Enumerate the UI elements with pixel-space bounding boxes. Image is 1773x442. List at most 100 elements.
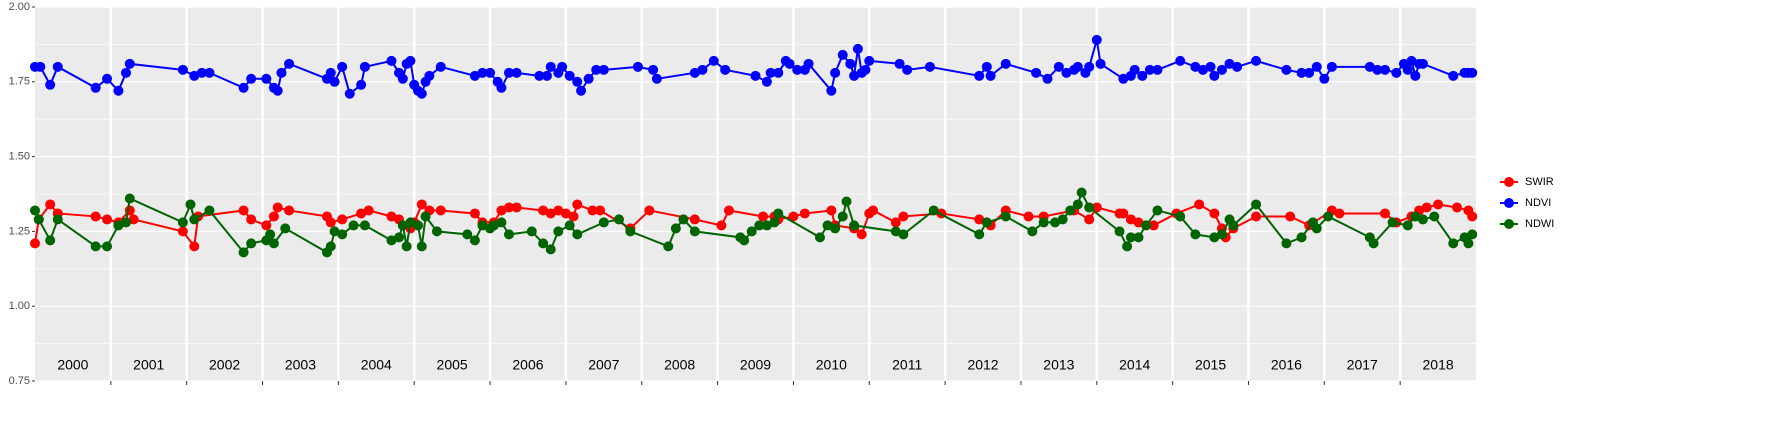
point [511,67,522,78]
point [648,64,659,75]
point [261,220,272,231]
point [773,67,784,78]
year-label: 2005 [437,357,468,373]
point [1076,187,1087,198]
point [238,82,249,93]
point [678,214,689,225]
point [595,205,606,216]
point [826,205,837,216]
point [1410,70,1421,81]
point [981,61,992,72]
point [177,217,188,228]
series [30,199,1478,252]
point [1072,199,1083,210]
point [1190,229,1201,240]
point [504,229,515,240]
point [868,205,879,216]
point [1224,58,1235,69]
point [845,58,856,69]
year-label: 2008 [664,357,695,373]
year-label: 2014 [1119,357,1150,373]
point [534,70,545,81]
year-label: 2003 [285,357,316,373]
point [1141,220,1152,231]
year-label: 2012 [967,357,998,373]
point [1379,208,1390,219]
point [344,88,355,99]
point [613,214,624,225]
point [416,88,427,99]
point [898,211,909,222]
point [1251,55,1262,66]
legend-label: SWIR [1525,176,1554,188]
legend-label: NDVI [1525,197,1551,209]
point [113,220,124,231]
point [185,199,196,210]
point [1387,217,1398,228]
point [1311,223,1322,234]
point [1072,61,1083,72]
point [708,55,719,66]
point [469,235,480,246]
point [814,232,825,243]
point [572,199,583,210]
point [189,241,200,252]
point [325,67,336,78]
point [1334,208,1345,219]
point [397,220,408,231]
point [356,79,367,90]
point [1091,34,1102,45]
year-label: 2009 [740,357,771,373]
point [1429,211,1440,222]
point [758,211,769,222]
point [625,226,636,237]
point [792,64,803,75]
point [1209,208,1220,219]
point [337,229,348,240]
point [1031,67,1042,78]
point [822,220,833,231]
point [1410,211,1421,222]
point [716,220,727,231]
point [1391,67,1402,78]
point [121,67,132,78]
point [504,202,515,213]
point [359,61,370,72]
point [545,61,556,72]
point [564,70,575,81]
point [526,226,537,237]
point [981,217,992,228]
point [1197,64,1208,75]
point [363,205,374,216]
point [1304,67,1315,78]
point [1228,220,1239,231]
point [541,70,552,81]
point [386,235,397,246]
point [1372,64,1383,75]
point [90,82,101,93]
point [1095,58,1106,69]
point [246,238,257,249]
point [1027,226,1038,237]
point [826,85,837,96]
point [424,70,435,81]
point [1296,67,1307,78]
point [420,211,431,222]
point [1122,241,1133,252]
point [177,64,188,75]
point [35,61,46,72]
point [553,205,564,216]
point [431,226,442,237]
point [689,67,700,78]
point [469,208,480,219]
point [329,226,340,237]
point [397,73,408,84]
point [538,238,549,249]
point [405,217,416,228]
point [124,58,135,69]
point [765,67,776,78]
point [583,73,594,84]
point [30,238,40,249]
point [272,202,283,213]
